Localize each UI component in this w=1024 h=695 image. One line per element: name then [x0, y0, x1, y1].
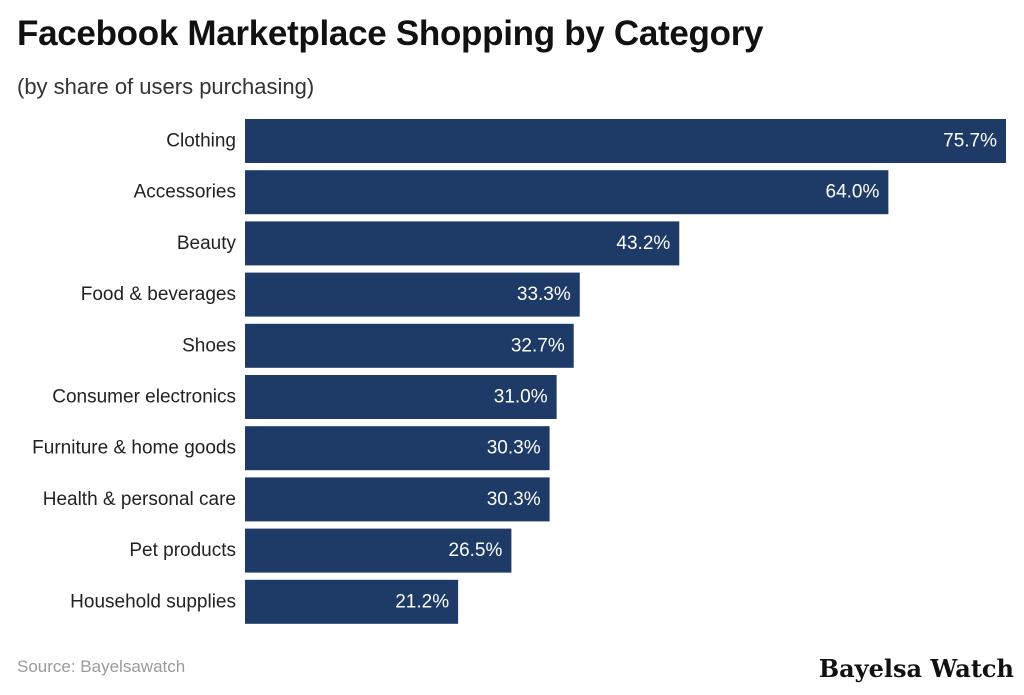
bar — [245, 579, 459, 624]
value-label: 32.7% — [511, 335, 565, 356]
value-label: 26.5% — [449, 540, 503, 561]
bar — [245, 119, 1006, 163]
value-label: 30.3% — [487, 438, 541, 459]
category-label: Accessories — [134, 182, 236, 203]
bar — [245, 477, 550, 522]
category-label: Consumer electronics — [52, 387, 236, 408]
bar — [245, 221, 680, 266]
brand-logo: Bayelsa Watch — [818, 654, 1014, 683]
source-note: Source: Bayelsawatch — [17, 657, 186, 676]
value-label: 21.2% — [395, 591, 449, 612]
value-label: 43.2% — [616, 233, 670, 254]
bar — [245, 323, 574, 368]
value-label: 33.3% — [517, 284, 571, 305]
category-label: Food & beverages — [81, 284, 236, 305]
bar-chart: Clothing 75.7% Accessories 64.0% Beauty 43.2%… — [32, 119, 1006, 624]
value-label: 75.7% — [943, 131, 997, 152]
bar — [245, 528, 512, 573]
value-label: 30.3% — [487, 489, 541, 510]
bar — [245, 170, 889, 215]
category-label: Health & personal care — [43, 489, 236, 510]
category-label: Beauty — [177, 233, 237, 254]
chart-title: Facebook Marketplace Shopping by Categor… — [17, 14, 764, 53]
bar — [245, 272, 580, 317]
bar — [245, 375, 557, 419]
value-label: 64.0% — [826, 182, 880, 203]
bar — [245, 426, 550, 471]
category-label: Shoes — [182, 335, 236, 356]
category-label: Clothing — [166, 131, 236, 152]
chart-subtitle: (by share of users purchasing) — [17, 74, 315, 99]
value-label: 31.0% — [494, 387, 548, 408]
category-label: Furniture & home goods — [32, 438, 236, 459]
category-label: Pet products — [129, 540, 236, 561]
category-label: Household supplies — [70, 591, 236, 612]
